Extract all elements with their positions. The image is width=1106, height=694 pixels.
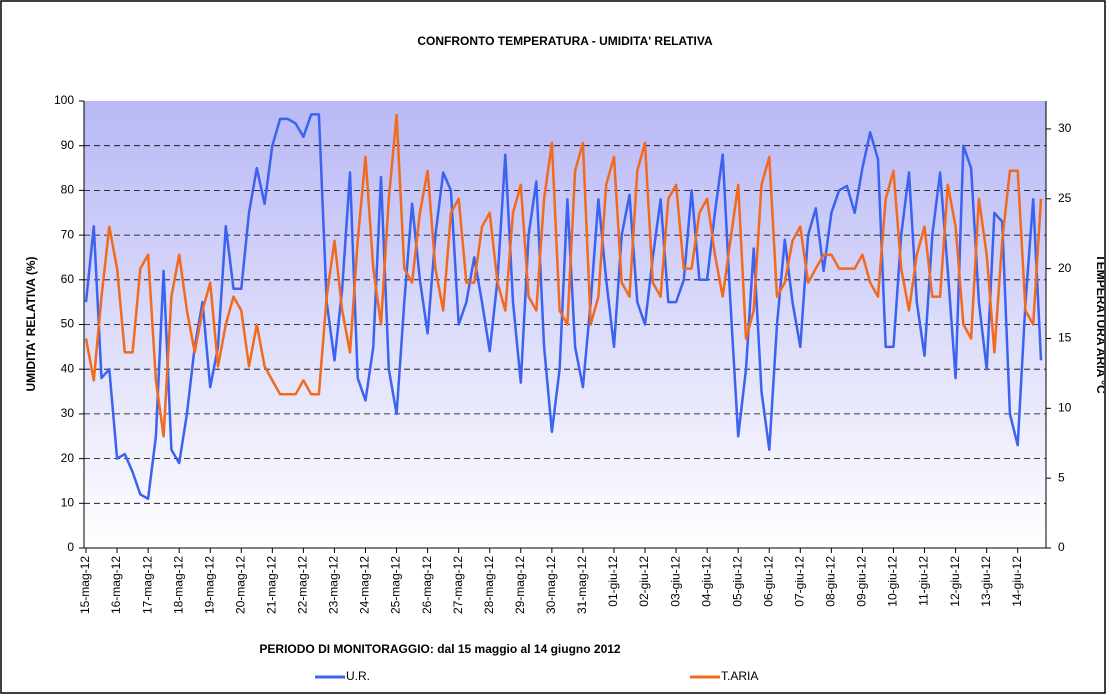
chart-title: CONFRONTO TEMPERATURA - UMIDITA' RELATIV…	[417, 34, 713, 48]
y-tick-label: 50	[61, 317, 75, 331]
x-tick-label: 10-giu-12	[886, 556, 900, 607]
x-tick-label: 08-giu-12	[824, 556, 838, 607]
x-tick-label: 24-mag-12	[358, 556, 372, 614]
y-tick-label: 20	[61, 451, 75, 465]
x-tick-label: 15-mag-12	[78, 556, 92, 614]
y2-tick-label: 5	[1058, 470, 1065, 484]
y-tick-label: 40	[61, 361, 75, 375]
x-tick-label: 29-mag-12	[513, 556, 527, 614]
x-tick-label: 26-mag-12	[420, 556, 434, 614]
y-tick-label: 30	[61, 406, 75, 420]
x-tick-label: 14-giu-12	[1010, 556, 1024, 607]
y2-tick-label: 10	[1058, 400, 1072, 414]
x-tick-label: 04-giu-12	[699, 556, 713, 607]
x-tick-label: 18-mag-12	[171, 556, 185, 614]
x-tick-label: 16-mag-12	[109, 556, 123, 614]
legend: U.R. T.ARIA	[315, 669, 758, 683]
legend-label: U.R.	[346, 669, 370, 683]
y2-tick-label: 15	[1058, 331, 1072, 345]
x-tick-label: 21-mag-12	[265, 556, 279, 614]
y2-title-group: TEMPERATURA ARIA °C	[1094, 254, 1106, 394]
x-tick-label: 06-giu-12	[761, 556, 775, 607]
y-tick-label: 0	[67, 540, 74, 554]
x-tick-label: 12-giu-12	[948, 556, 962, 607]
x-tick-label: 09-giu-12	[855, 556, 869, 607]
x-tick-label: 23-mag-12	[327, 556, 341, 614]
x-tick-label: 22-mag-12	[296, 556, 310, 614]
x-tick-label: 05-giu-12	[730, 556, 744, 607]
y2-tick-label: 0	[1058, 540, 1065, 554]
y-tick-label: 100	[54, 93, 74, 107]
y2-tick-label: 25	[1058, 191, 1072, 205]
y2-tick-label: 30	[1058, 121, 1072, 135]
x-tick-label: 19-mag-12	[202, 556, 216, 614]
y2-tick-label: 20	[1058, 261, 1072, 275]
x-tick-label: 31-mag-12	[575, 556, 589, 614]
y-tick-label: 70	[61, 227, 75, 241]
x-tick-label: 13-giu-12	[979, 556, 993, 607]
series-line	[84, 113, 1043, 438]
x-tick-label: 20-mag-12	[233, 556, 247, 614]
x-axis-title: PERIODO DI MONITORAGGIO: dal 15 maggio a…	[259, 642, 621, 656]
y-tick-label: 10	[61, 495, 75, 509]
y-tick-label: 60	[61, 272, 75, 286]
x-tick-label: 01-giu-12	[606, 556, 620, 607]
legend-label: T.ARIA	[721, 669, 758, 683]
x-tick-label: 03-giu-12	[668, 556, 682, 607]
x-tick-label: 28-mag-12	[482, 556, 496, 614]
x-tick-label: 17-mag-12	[140, 556, 154, 614]
x-tick-label: 02-giu-12	[637, 556, 651, 607]
x-tick-label: 25-mag-12	[389, 556, 403, 614]
x-tick-label: 07-giu-12	[792, 556, 806, 607]
y-axis-title: UMIDITA' RELATIVA (%)	[24, 256, 38, 391]
y-tick-label: 80	[61, 183, 75, 197]
x-tick-label: 11-giu-12	[917, 556, 931, 606]
x-tick-label: 27-mag-12	[451, 556, 465, 614]
x-tick-label: 30-mag-12	[544, 556, 558, 614]
y2-axis-title: TEMPERATURA ARIA °C	[1094, 254, 1106, 394]
y-tick-label: 90	[61, 138, 75, 152]
